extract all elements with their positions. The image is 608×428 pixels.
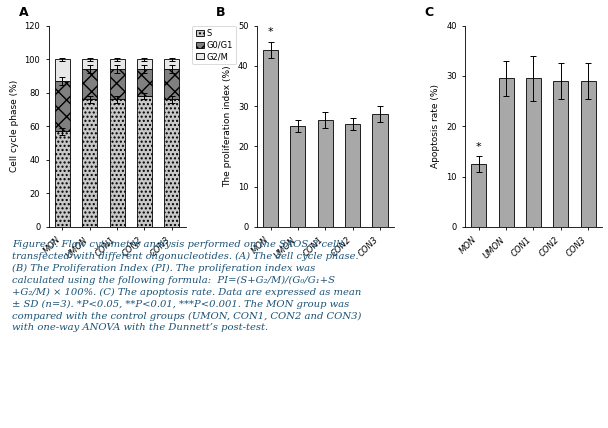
Bar [55,131,70,227]
Bar [553,81,568,227]
Bar [109,59,125,69]
Bar [373,114,387,227]
Bar [164,59,179,69]
Bar [137,96,152,227]
Bar [263,50,278,227]
Legend: S, G0/G1, G2/M: S, G0/G1, G2/M [193,26,237,65]
Bar [164,69,179,99]
Bar [82,59,97,69]
Text: B: B [216,6,225,19]
Bar [82,99,97,227]
Bar [318,120,333,227]
Bar [109,99,125,227]
Y-axis label: Apoptosis rate (%): Apoptosis rate (%) [432,84,440,168]
Bar [526,78,541,227]
Text: *: * [476,143,482,152]
Bar [471,164,486,227]
Text: *: * [268,27,274,37]
Bar [499,78,514,227]
Bar [581,81,596,227]
Bar [291,126,305,227]
Y-axis label: Cell cycle phase (%): Cell cycle phase (%) [10,80,19,172]
Bar [164,99,179,227]
Bar [82,69,97,99]
Bar [345,124,360,227]
Text: A: A [18,6,28,19]
Bar [109,69,125,99]
Text: C: C [424,6,433,19]
Text: Figure 3. Flow cytometry analysis performed on the SAOS-2 cells
transfected with: Figure 3. Flow cytometry analysis perfor… [12,240,362,332]
Bar [55,81,70,131]
Bar [137,59,152,69]
Bar [137,69,152,96]
Y-axis label: The proliferation index (%): The proliferation index (%) [223,65,232,187]
Bar [55,59,70,81]
